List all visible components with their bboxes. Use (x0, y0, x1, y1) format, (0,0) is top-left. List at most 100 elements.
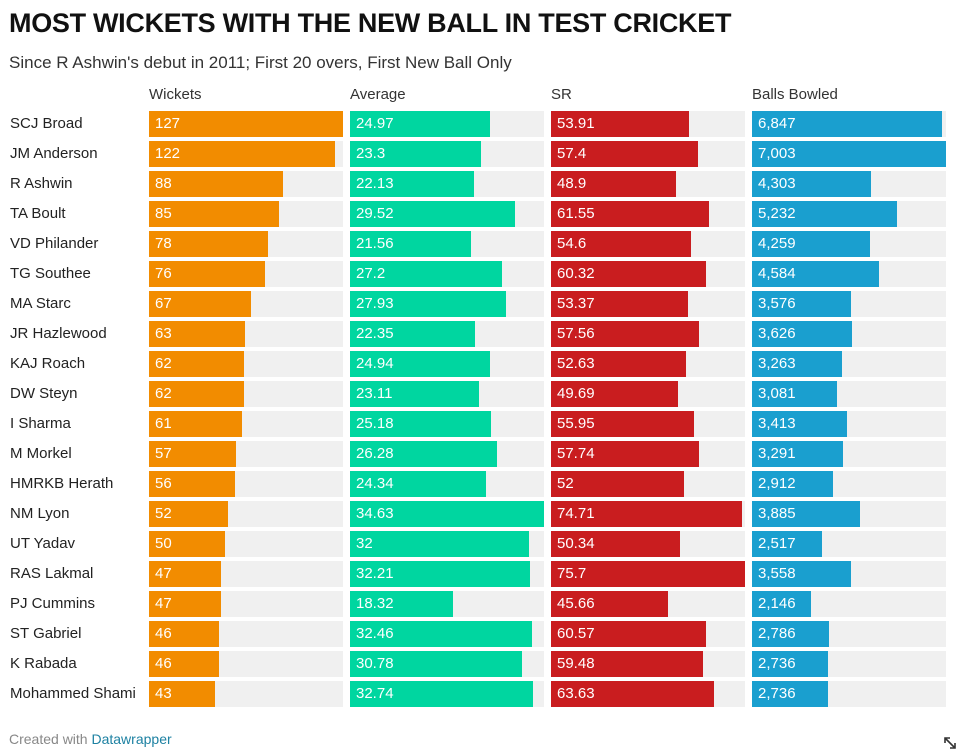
bar[interactable] (752, 411, 847, 437)
bar-value-label: 61.55 (557, 205, 595, 222)
bar[interactable] (752, 291, 851, 317)
bar[interactable] (350, 201, 515, 227)
bar[interactable] (149, 651, 219, 677)
bar[interactable] (551, 531, 680, 557)
bar[interactable] (149, 591, 221, 617)
bar[interactable] (752, 591, 811, 617)
bar-track: 6,847 (752, 111, 946, 137)
bar[interactable] (149, 471, 235, 497)
bar[interactable] (551, 681, 714, 707)
bar-track: 62 (149, 381, 343, 407)
bar[interactable] (350, 381, 479, 407)
bar[interactable] (752, 621, 829, 647)
bar[interactable] (551, 381, 678, 407)
bar[interactable] (350, 621, 532, 647)
bar[interactable] (350, 591, 453, 617)
bar[interactable] (350, 141, 481, 167)
bar[interactable] (551, 471, 684, 497)
bar[interactable] (752, 141, 946, 167)
bar[interactable] (551, 561, 745, 587)
bar[interactable] (752, 681, 828, 707)
bar[interactable] (350, 111, 490, 137)
bar[interactable] (350, 231, 471, 257)
bar[interactable] (350, 651, 522, 677)
bar[interactable] (551, 411, 694, 437)
bar[interactable] (149, 321, 245, 347)
bar[interactable] (551, 231, 691, 257)
bar[interactable] (551, 111, 689, 137)
bar[interactable] (551, 501, 742, 527)
bar[interactable] (551, 591, 668, 617)
bar[interactable] (350, 501, 544, 527)
bar[interactable] (551, 351, 686, 377)
row-label: I Sharma (10, 415, 71, 432)
bar[interactable] (752, 381, 837, 407)
bar[interactable] (350, 441, 497, 467)
bar[interactable] (350, 171, 474, 197)
bar[interactable] (350, 351, 490, 377)
bar[interactable] (752, 171, 871, 197)
bar[interactable] (551, 621, 706, 647)
bar[interactable] (149, 171, 283, 197)
bar[interactable] (752, 321, 852, 347)
bar[interactable] (752, 651, 828, 677)
bar[interactable] (149, 681, 215, 707)
bar[interactable] (752, 201, 897, 227)
bar-value-label: 57 (155, 445, 172, 462)
bar-track: 52 (149, 501, 343, 527)
bar[interactable] (149, 291, 251, 317)
bar[interactable] (752, 231, 870, 257)
bar[interactable] (551, 291, 688, 317)
bar[interactable] (149, 231, 268, 257)
bar-value-label: 57.74 (557, 445, 595, 462)
bar[interactable] (149, 531, 225, 557)
bar-track: 32.46 (350, 621, 544, 647)
bar[interactable] (350, 531, 529, 557)
bar[interactable] (752, 261, 879, 287)
expand-icon[interactable] (943, 736, 957, 750)
bar[interactable] (149, 561, 221, 587)
bar[interactable] (149, 381, 244, 407)
bar-track: 47 (149, 561, 343, 587)
bar[interactable] (149, 621, 219, 647)
bar-track: 54.6 (551, 231, 745, 257)
bar[interactable] (350, 321, 475, 347)
bar[interactable] (752, 561, 851, 587)
bar[interactable] (149, 501, 228, 527)
bar[interactable] (350, 261, 502, 287)
bar[interactable] (551, 651, 703, 677)
bar-value-label: 63.63 (557, 685, 595, 702)
bar-track: 74.71 (551, 501, 745, 527)
datawrapper-link[interactable]: Datawrapper (91, 731, 172, 747)
bar[interactable] (551, 201, 709, 227)
bar[interactable] (149, 201, 279, 227)
bar[interactable] (551, 171, 676, 197)
bar[interactable] (149, 351, 244, 377)
bar-value-label: 2,146 (758, 595, 796, 612)
bar[interactable] (149, 261, 265, 287)
bar[interactable] (149, 141, 335, 167)
bar[interactable] (752, 441, 843, 467)
bar[interactable] (752, 351, 842, 377)
bar[interactable] (551, 261, 706, 287)
row-label: MA Starc (10, 295, 71, 312)
bar-track: 32.74 (350, 681, 544, 707)
bar[interactable] (551, 441, 699, 467)
bar-value-label: 60.32 (557, 265, 595, 282)
bar[interactable] (149, 411, 242, 437)
bar[interactable] (149, 441, 236, 467)
bar[interactable] (752, 471, 833, 497)
bar[interactable] (350, 411, 491, 437)
bar[interactable] (350, 681, 533, 707)
bar[interactable] (149, 111, 343, 137)
bar[interactable] (551, 321, 699, 347)
bar[interactable] (752, 501, 860, 527)
bar[interactable] (350, 471, 486, 497)
bar[interactable] (752, 531, 822, 557)
bar-track: 3,291 (752, 441, 946, 467)
bar[interactable] (350, 561, 530, 587)
bar[interactable] (551, 141, 698, 167)
bar-value-label: 34.63 (356, 505, 394, 522)
bar[interactable] (752, 111, 942, 137)
bar[interactable] (350, 291, 506, 317)
